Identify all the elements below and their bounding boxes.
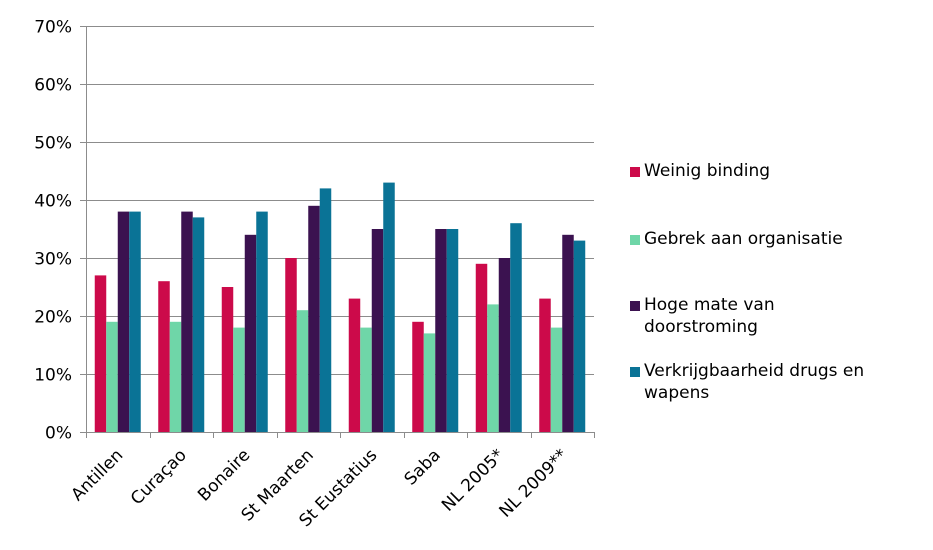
bar-verkrijgbaarheid-drugs-en-wapens-st-eustatius	[383, 182, 395, 432]
legend-item-hoge-mate-van-doorstroming: Hoge mate van doorstroming	[630, 294, 775, 338]
bar-weinig-binding-st-eustatius	[348, 298, 361, 432]
legend-swatch-verkrijgbaarheid-drugs-en-wapens	[630, 367, 640, 377]
bar-gebrek-aan-organisatie-saba	[423, 333, 436, 432]
legend-label-line1: Weinig binding	[644, 161, 771, 181]
legend-label-line1: Verkrijgbaarheid drugs en	[644, 361, 865, 381]
bar-weinig-binding-antillen	[94, 275, 107, 432]
bar-weinig-binding-nl-2005	[475, 263, 488, 432]
y-tick-label: 70%	[34, 18, 72, 38]
bar-verkrijgbaarheid-drugs-en-wapens-antillen	[129, 211, 141, 432]
bar-verkrijgbaarheid-drugs-en-wapens-st-maarten	[319, 188, 332, 432]
bar-gebrek-aan-organisatie-st-eustatius	[360, 327, 372, 432]
y-tick-label: 50%	[34, 134, 72, 154]
bar-hoge-mate-van-doorstroming-st-eustatius	[371, 229, 384, 432]
bar-hoge-mate-van-doorstroming-st-maarten	[308, 205, 320, 432]
bar-hoge-mate-van-doorstroming-saba	[435, 229, 447, 432]
legend-swatch-gebrek-aan-organisatie	[630, 235, 640, 245]
y-tick-label: 0%	[45, 424, 72, 444]
axes	[80, 26, 595, 438]
bar-weinig-binding-cura-ao	[158, 281, 170, 432]
y-tick-label: 10%	[34, 366, 72, 386]
legend-label-line2: doorstroming	[644, 317, 758, 337]
x-tick-label: Antillen	[68, 445, 128, 505]
bar-weinig-binding-saba	[412, 321, 424, 432]
y-axis-tick-labels: 0% 10% 20% 30% 40% 50% 60% 70%	[34, 18, 72, 444]
x-tick-label: Bonaire	[194, 445, 254, 505]
x-tick-label: NL 2009**	[496, 445, 572, 521]
legend-label-line1: Hoge mate van	[644, 295, 775, 315]
bar-weinig-binding-bonaire	[221, 287, 234, 432]
legend-item-gebrek-aan-organisatie: Gebrek aan organisatie	[630, 228, 843, 250]
bar-gebrek-aan-organisatie-nl-2005	[487, 304, 499, 432]
bar-hoge-mate-van-doorstroming-nl-2009	[562, 234, 574, 432]
legend-item-weinig-binding: Weinig binding	[630, 160, 770, 182]
x-tick-label: Curaçao	[127, 445, 191, 509]
legend-label: Hoge mate van doorstroming	[644, 294, 775, 338]
bar-hoge-mate-van-doorstroming-nl-2005	[498, 258, 511, 432]
x-tick-label: Saba	[401, 445, 445, 489]
y-tick-label: 60%	[34, 76, 72, 96]
bar-verkrijgbaarheid-drugs-en-wapens-nl-2005	[510, 223, 522, 432]
y-tick-label: 30%	[34, 250, 72, 270]
bars	[94, 182, 586, 432]
legend-label-line1: Gebrek aan organisatie	[644, 229, 843, 249]
bar-hoge-mate-van-doorstroming-bonaire	[244, 234, 257, 432]
legend-label-line2: wapens	[644, 383, 710, 403]
y-tick-label: 20%	[34, 308, 72, 328]
legend-label: Gebrek aan organisatie	[644, 228, 843, 250]
bar-gebrek-aan-organisatie-nl-2009	[550, 327, 563, 432]
bar-gebrek-aan-organisatie-st-maarten	[296, 310, 309, 432]
bar-weinig-binding-nl-2009	[539, 298, 551, 432]
legend-label: Verkrijgbaarheid drugs en wapens	[644, 360, 864, 404]
gridlines	[86, 26, 594, 375]
bar-hoge-mate-van-doorstroming-antillen	[117, 211, 130, 432]
y-tick-label: 40%	[34, 192, 72, 212]
legend-swatch-hoge-mate-van-doorstroming	[630, 301, 640, 311]
legend-label: Weinig binding	[644, 160, 770, 182]
bar-verkrijgbaarheid-drugs-en-wapens-nl-2009	[573, 240, 586, 432]
legend-item-verkrijgbaarheid-drugs-en-wapens: Verkrijgbaarheid drugs en wapens	[630, 360, 864, 404]
bar-weinig-binding-st-maarten	[285, 258, 297, 432]
bar-gebrek-aan-organisatie-antillen	[106, 321, 118, 432]
bar-gebrek-aan-organisatie-cura-ao	[169, 321, 182, 432]
bar-verkrijgbaarheid-drugs-en-wapens-bonaire	[256, 211, 268, 432]
bar-verkrijgbaarheid-drugs-en-wapens-saba	[446, 229, 459, 432]
legend-swatch-weinig-binding	[630, 167, 640, 177]
bar-gebrek-aan-organisatie-bonaire	[233, 327, 245, 432]
bar-verkrijgbaarheid-drugs-en-wapens-cura-ao	[192, 217, 205, 432]
bar-hoge-mate-van-doorstroming-cura-ao	[181, 211, 193, 432]
